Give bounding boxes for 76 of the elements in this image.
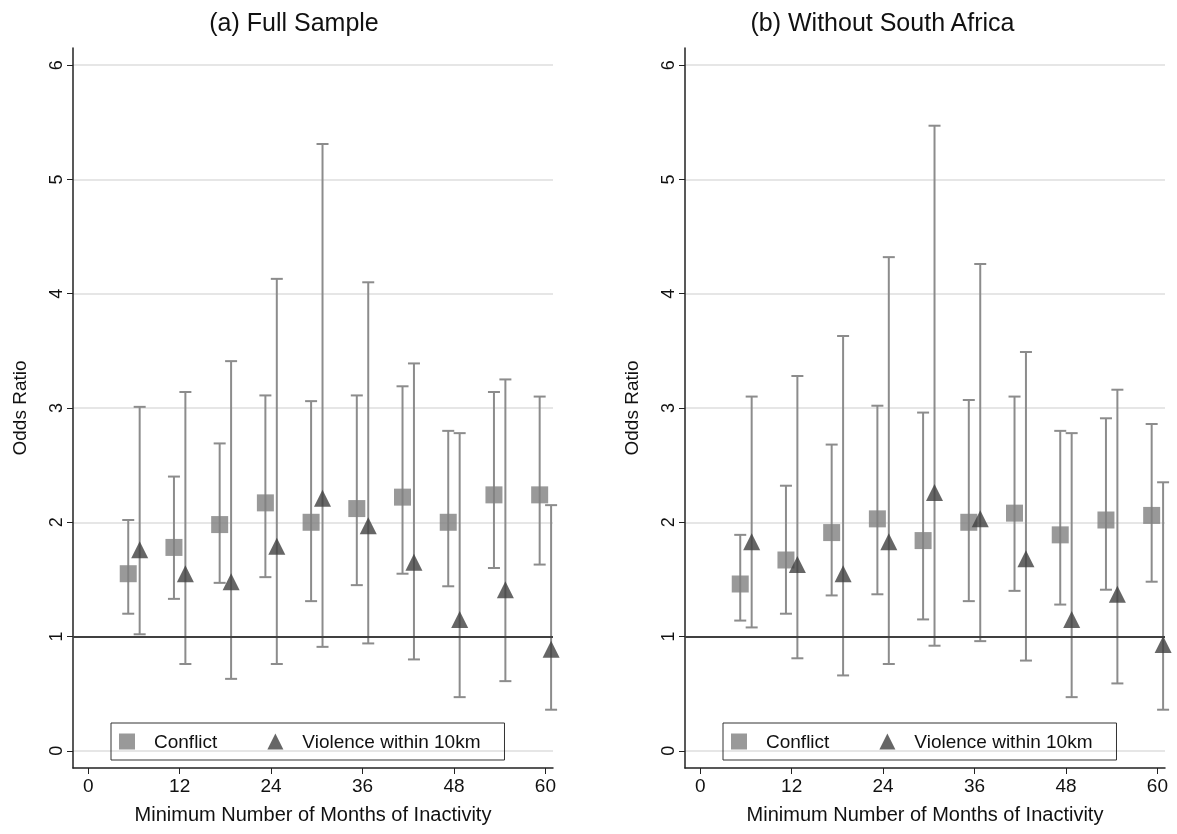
x-axis-title: Minimum Number of Months of Inactivity — [134, 803, 492, 825]
y-tick-label: 5 — [46, 174, 66, 185]
x-axis-title: Minimum Number of Months of Inactivity — [746, 803, 1104, 825]
chart-title: (a) Full Sample — [209, 7, 379, 36]
point — [1154, 636, 1172, 654]
point — [777, 551, 795, 569]
x-tick-label: 12 — [169, 775, 191, 796]
y-tick-label: 3 — [46, 402, 66, 414]
point — [1143, 506, 1161, 524]
y-tick-label: 1 — [46, 631, 66, 642]
y-tick-label: 6 — [658, 60, 678, 71]
point — [788, 556, 806, 574]
point — [926, 484, 944, 502]
point — [394, 488, 412, 506]
point — [823, 524, 841, 542]
x-tick-label: 48 — [1055, 775, 1077, 796]
point — [222, 573, 240, 591]
legend-label: Violence within 10km — [302, 731, 481, 752]
point — [165, 538, 183, 556]
y-tick-label: 0 — [46, 745, 66, 756]
y-tick-label: 1 — [658, 631, 678, 642]
y-tick-label: 0 — [658, 745, 678, 756]
point — [542, 640, 560, 658]
point — [359, 517, 377, 535]
point — [268, 537, 286, 555]
point — [1108, 585, 1126, 603]
y-tick-label: 6 — [46, 60, 66, 71]
point — [314, 489, 332, 507]
point — [176, 565, 194, 583]
point — [1063, 610, 1081, 628]
x-tick-label: 24 — [872, 775, 895, 796]
y-tick-label: 2 — [46, 517, 66, 528]
point — [834, 565, 852, 583]
x-tick-label: 60 — [534, 775, 556, 796]
point — [1006, 504, 1024, 522]
point — [731, 575, 749, 593]
chart-title: (b) Without South Africa — [750, 7, 1015, 36]
x-tick-label: 60 — [1146, 775, 1168, 796]
x-tick-label: 36 — [963, 775, 986, 796]
point — [348, 500, 366, 518]
point — [1051, 526, 1069, 544]
y-tick-label: 2 — [658, 517, 678, 528]
point — [302, 513, 320, 531]
x-tick-label: 24 — [260, 775, 283, 796]
point — [868, 510, 886, 528]
point — [211, 516, 229, 534]
x-tick-label: 0 — [82, 775, 94, 796]
y-tick-label: 4 — [658, 288, 678, 299]
point — [914, 532, 932, 550]
point — [119, 565, 137, 583]
point — [485, 486, 503, 504]
y-tick-label: 4 — [46, 288, 66, 299]
x-tick-label: 48 — [443, 775, 465, 796]
point — [1017, 550, 1035, 568]
y-tick-label: 5 — [658, 174, 678, 185]
point — [743, 533, 761, 551]
point — [960, 513, 978, 531]
legend-label: Conflict — [154, 731, 219, 752]
x-tick-label: 0 — [694, 775, 706, 796]
point — [1097, 511, 1115, 529]
point — [880, 533, 898, 551]
point — [439, 513, 457, 531]
point — [496, 581, 514, 599]
legend-label: Conflict — [766, 731, 831, 752]
y-tick-label: 3 — [658, 402, 678, 414]
point — [531, 486, 549, 504]
y-axis-title: Odds Ratio — [621, 360, 642, 456]
point — [451, 610, 469, 628]
y-axis-title: Odds Ratio — [9, 360, 30, 456]
x-tick-label: 36 — [351, 775, 374, 796]
x-tick-label: 12 — [781, 775, 803, 796]
point — [256, 494, 274, 512]
legend-label: Violence within 10km — [914, 731, 1093, 752]
point — [405, 553, 423, 571]
point — [131, 541, 149, 559]
point — [971, 510, 989, 528]
